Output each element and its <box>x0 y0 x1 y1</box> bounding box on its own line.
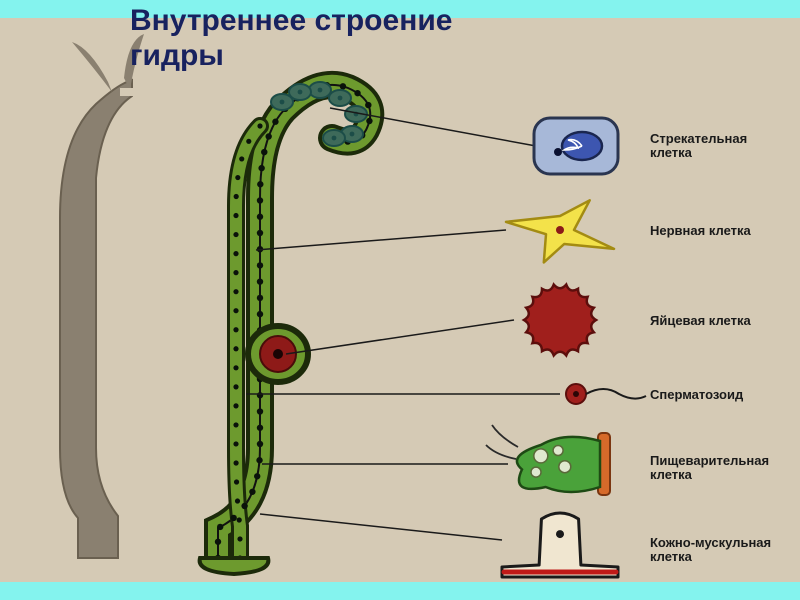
label-stinging: Стрекательная клетка <box>650 132 747 161</box>
slide-frame: Стрекательная клетка Нервная клетка Яйцева… <box>0 0 800 600</box>
label-nerve: Нервная клетка <box>650 224 751 238</box>
label-sperm: Сперматозоид <box>650 388 743 402</box>
label-egg: Яйцевая клетка <box>650 314 751 328</box>
egg-bulge <box>248 326 308 382</box>
diagram-svg <box>0 18 800 582</box>
label-epimuscular: Кожно-мускульная клетка <box>650 536 771 565</box>
diagram-container: Стрекательная клетка Нервная клетка Яйцева… <box>0 18 800 582</box>
cell-stinging <box>534 118 618 174</box>
basal-disc <box>200 558 269 574</box>
title: Внутреннее строение гидры <box>130 4 452 73</box>
label-digestive: Пищеварительная клетка <box>650 454 769 483</box>
